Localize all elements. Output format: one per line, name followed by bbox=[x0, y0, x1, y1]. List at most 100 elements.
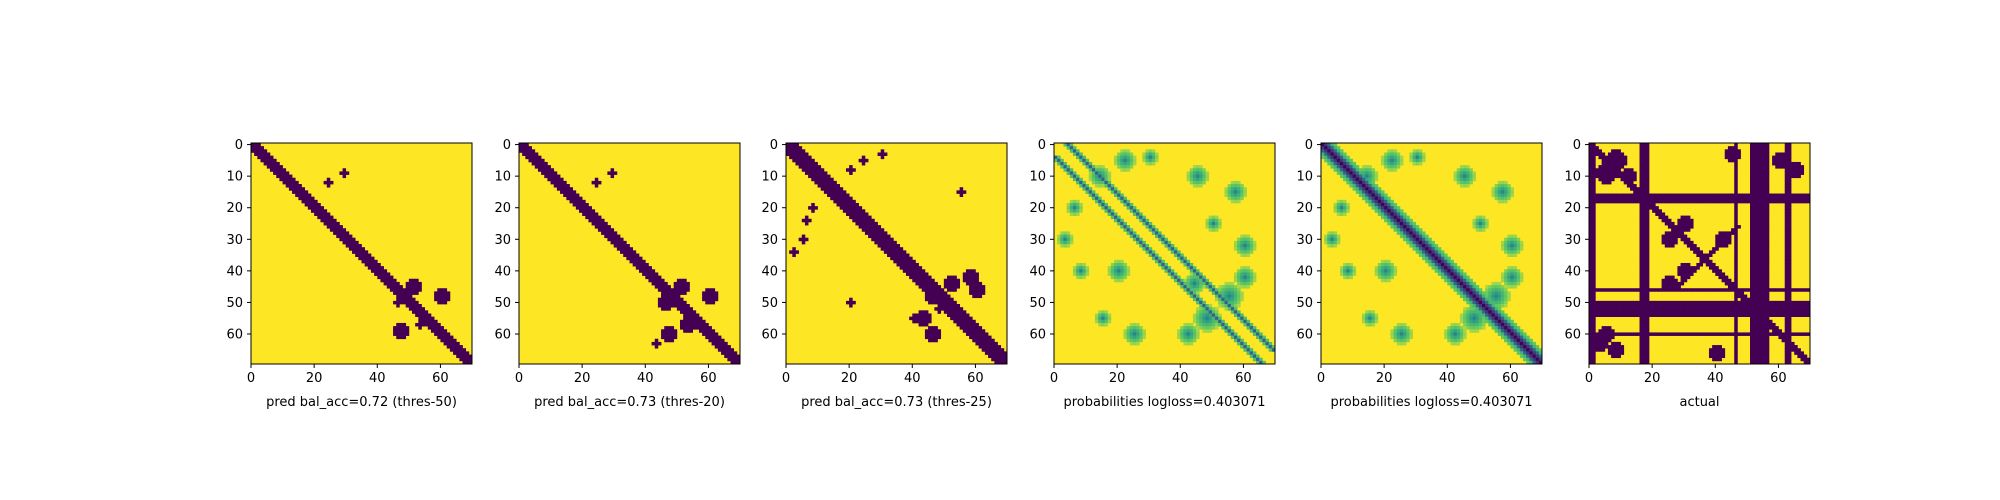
heatmap-cell bbox=[1806, 199, 1811, 204]
heatmap-cell bbox=[1677, 199, 1681, 204]
heatmap-cell bbox=[984, 348, 989, 352]
heatmap-cell bbox=[801, 149, 806, 153]
heatmap-cell bbox=[1129, 322, 1134, 327]
heatmap-cell bbox=[943, 281, 948, 286]
heatmap-cell bbox=[953, 275, 957, 280]
heatmap-cell bbox=[1374, 266, 1379, 270]
heatmap-cell bbox=[1791, 171, 1795, 175]
heatmap-cell bbox=[1456, 278, 1461, 283]
heatmap-cell bbox=[1756, 206, 1760, 210]
heatmap-cell bbox=[1523, 341, 1527, 346]
heatmap-cell bbox=[326, 177, 331, 182]
heatmap-cell bbox=[610, 231, 615, 235]
heatmap-cell bbox=[931, 329, 935, 333]
heatmap-cell bbox=[1469, 177, 1473, 182]
heatmap-cell bbox=[1491, 322, 1495, 327]
heatmap-cell bbox=[705, 297, 709, 302]
heatmap-cell bbox=[1595, 174, 1599, 179]
heatmap-cell bbox=[1233, 275, 1238, 280]
heatmap-cell bbox=[1721, 275, 1726, 280]
heatmap-cell bbox=[1683, 269, 1688, 273]
heatmap-cell bbox=[820, 171, 825, 175]
heatmap-cell bbox=[1491, 304, 1495, 308]
heatmap-cell bbox=[950, 310, 954, 314]
heatmap-cell bbox=[1778, 288, 1782, 292]
heatmap-cell bbox=[1167, 272, 1172, 276]
heatmap-cell bbox=[263, 152, 268, 156]
heatmap-cell bbox=[698, 319, 703, 324]
heatmap-cell bbox=[560, 180, 564, 185]
heatmap-cell bbox=[1233, 244, 1238, 248]
heatmap-cell bbox=[1500, 319, 1505, 324]
heatmap-cell bbox=[399, 332, 403, 336]
heatmap-cell bbox=[918, 316, 923, 321]
heatmap-cell bbox=[956, 304, 960, 308]
heatmap-cell bbox=[1396, 158, 1401, 163]
heatmap-cell bbox=[1715, 266, 1719, 270]
heatmap-cell bbox=[1107, 206, 1112, 210]
heatmap-cell bbox=[1063, 244, 1067, 248]
heatmap-cell bbox=[1218, 218, 1222, 223]
heatmap-cell bbox=[1155, 228, 1159, 232]
heatmap-cell bbox=[1240, 190, 1244, 194]
heatmap-cell bbox=[924, 329, 929, 333]
heatmap-cell bbox=[664, 281, 668, 286]
heatmap-cell bbox=[1142, 244, 1146, 248]
heatmap-cell bbox=[1472, 177, 1477, 182]
heatmap-cell bbox=[1645, 285, 1650, 289]
heatmap-cell bbox=[1202, 322, 1206, 327]
heatmap-cell bbox=[1784, 269, 1789, 273]
heatmap-cell bbox=[820, 177, 825, 182]
heatmap-cell bbox=[1778, 196, 1782, 201]
heatmap-cell bbox=[1500, 322, 1505, 327]
heatmap-cell bbox=[1702, 259, 1707, 264]
heatmap-cell bbox=[1192, 332, 1197, 336]
heatmap-cell bbox=[1129, 332, 1134, 336]
heatmap-cell bbox=[1753, 237, 1757, 242]
heatmap-cell bbox=[1343, 209, 1347, 213]
heatmap-cell bbox=[1240, 278, 1244, 283]
heatmap-cell bbox=[1598, 165, 1602, 169]
heatmap-cell bbox=[1387, 199, 1391, 204]
heatmap-cell bbox=[1734, 266, 1738, 270]
heatmap-cell bbox=[845, 168, 850, 172]
heatmap-cell bbox=[1123, 158, 1127, 163]
heatmap-cell bbox=[1734, 193, 1738, 198]
heatmap-cell bbox=[1192, 278, 1197, 283]
heatmap-cell bbox=[1645, 244, 1650, 248]
heatmap-cell bbox=[1750, 278, 1754, 283]
heatmap-cell bbox=[1180, 285, 1184, 289]
heatmap-cell bbox=[1412, 158, 1417, 163]
heatmap-cell bbox=[1712, 288, 1716, 292]
heatmap-cell bbox=[1403, 221, 1407, 226]
heatmap-cell bbox=[924, 294, 929, 299]
heatmap-cell bbox=[1177, 329, 1181, 333]
heatmap-cell bbox=[1066, 237, 1071, 242]
heatmap-cell bbox=[1202, 313, 1206, 317]
heatmap-cell bbox=[1721, 244, 1726, 248]
heatmap-cell bbox=[997, 351, 1002, 355]
heatmap-cell bbox=[1098, 199, 1102, 204]
heatmap-cell bbox=[604, 225, 608, 229]
heatmap-cell bbox=[1589, 174, 1593, 179]
heatmap-cell bbox=[833, 196, 837, 201]
heatmap-cell bbox=[1412, 231, 1417, 235]
heatmap-cell bbox=[1224, 326, 1228, 330]
heatmap-cell bbox=[1466, 313, 1470, 317]
heatmap-cell bbox=[1727, 155, 1732, 160]
heatmap-cell bbox=[1734, 202, 1738, 207]
heatmap-cell bbox=[1775, 155, 1779, 160]
heatmap-cell bbox=[1377, 206, 1382, 210]
heatmap-cell bbox=[1750, 266, 1754, 270]
heatmap-cell bbox=[1243, 253, 1247, 258]
heatmap-cell bbox=[1403, 237, 1407, 242]
heatmap-cell bbox=[817, 180, 822, 185]
heatmap-cell bbox=[1192, 269, 1197, 273]
heatmap-cell bbox=[1750, 149, 1754, 153]
heatmap-cell bbox=[1535, 348, 1540, 352]
heatmap-cell bbox=[981, 345, 986, 349]
heatmap-cell bbox=[934, 294, 938, 299]
heatmap-cell bbox=[301, 196, 306, 201]
heatmap-cell bbox=[1243, 345, 1247, 349]
heatmap-cell bbox=[1762, 262, 1767, 267]
